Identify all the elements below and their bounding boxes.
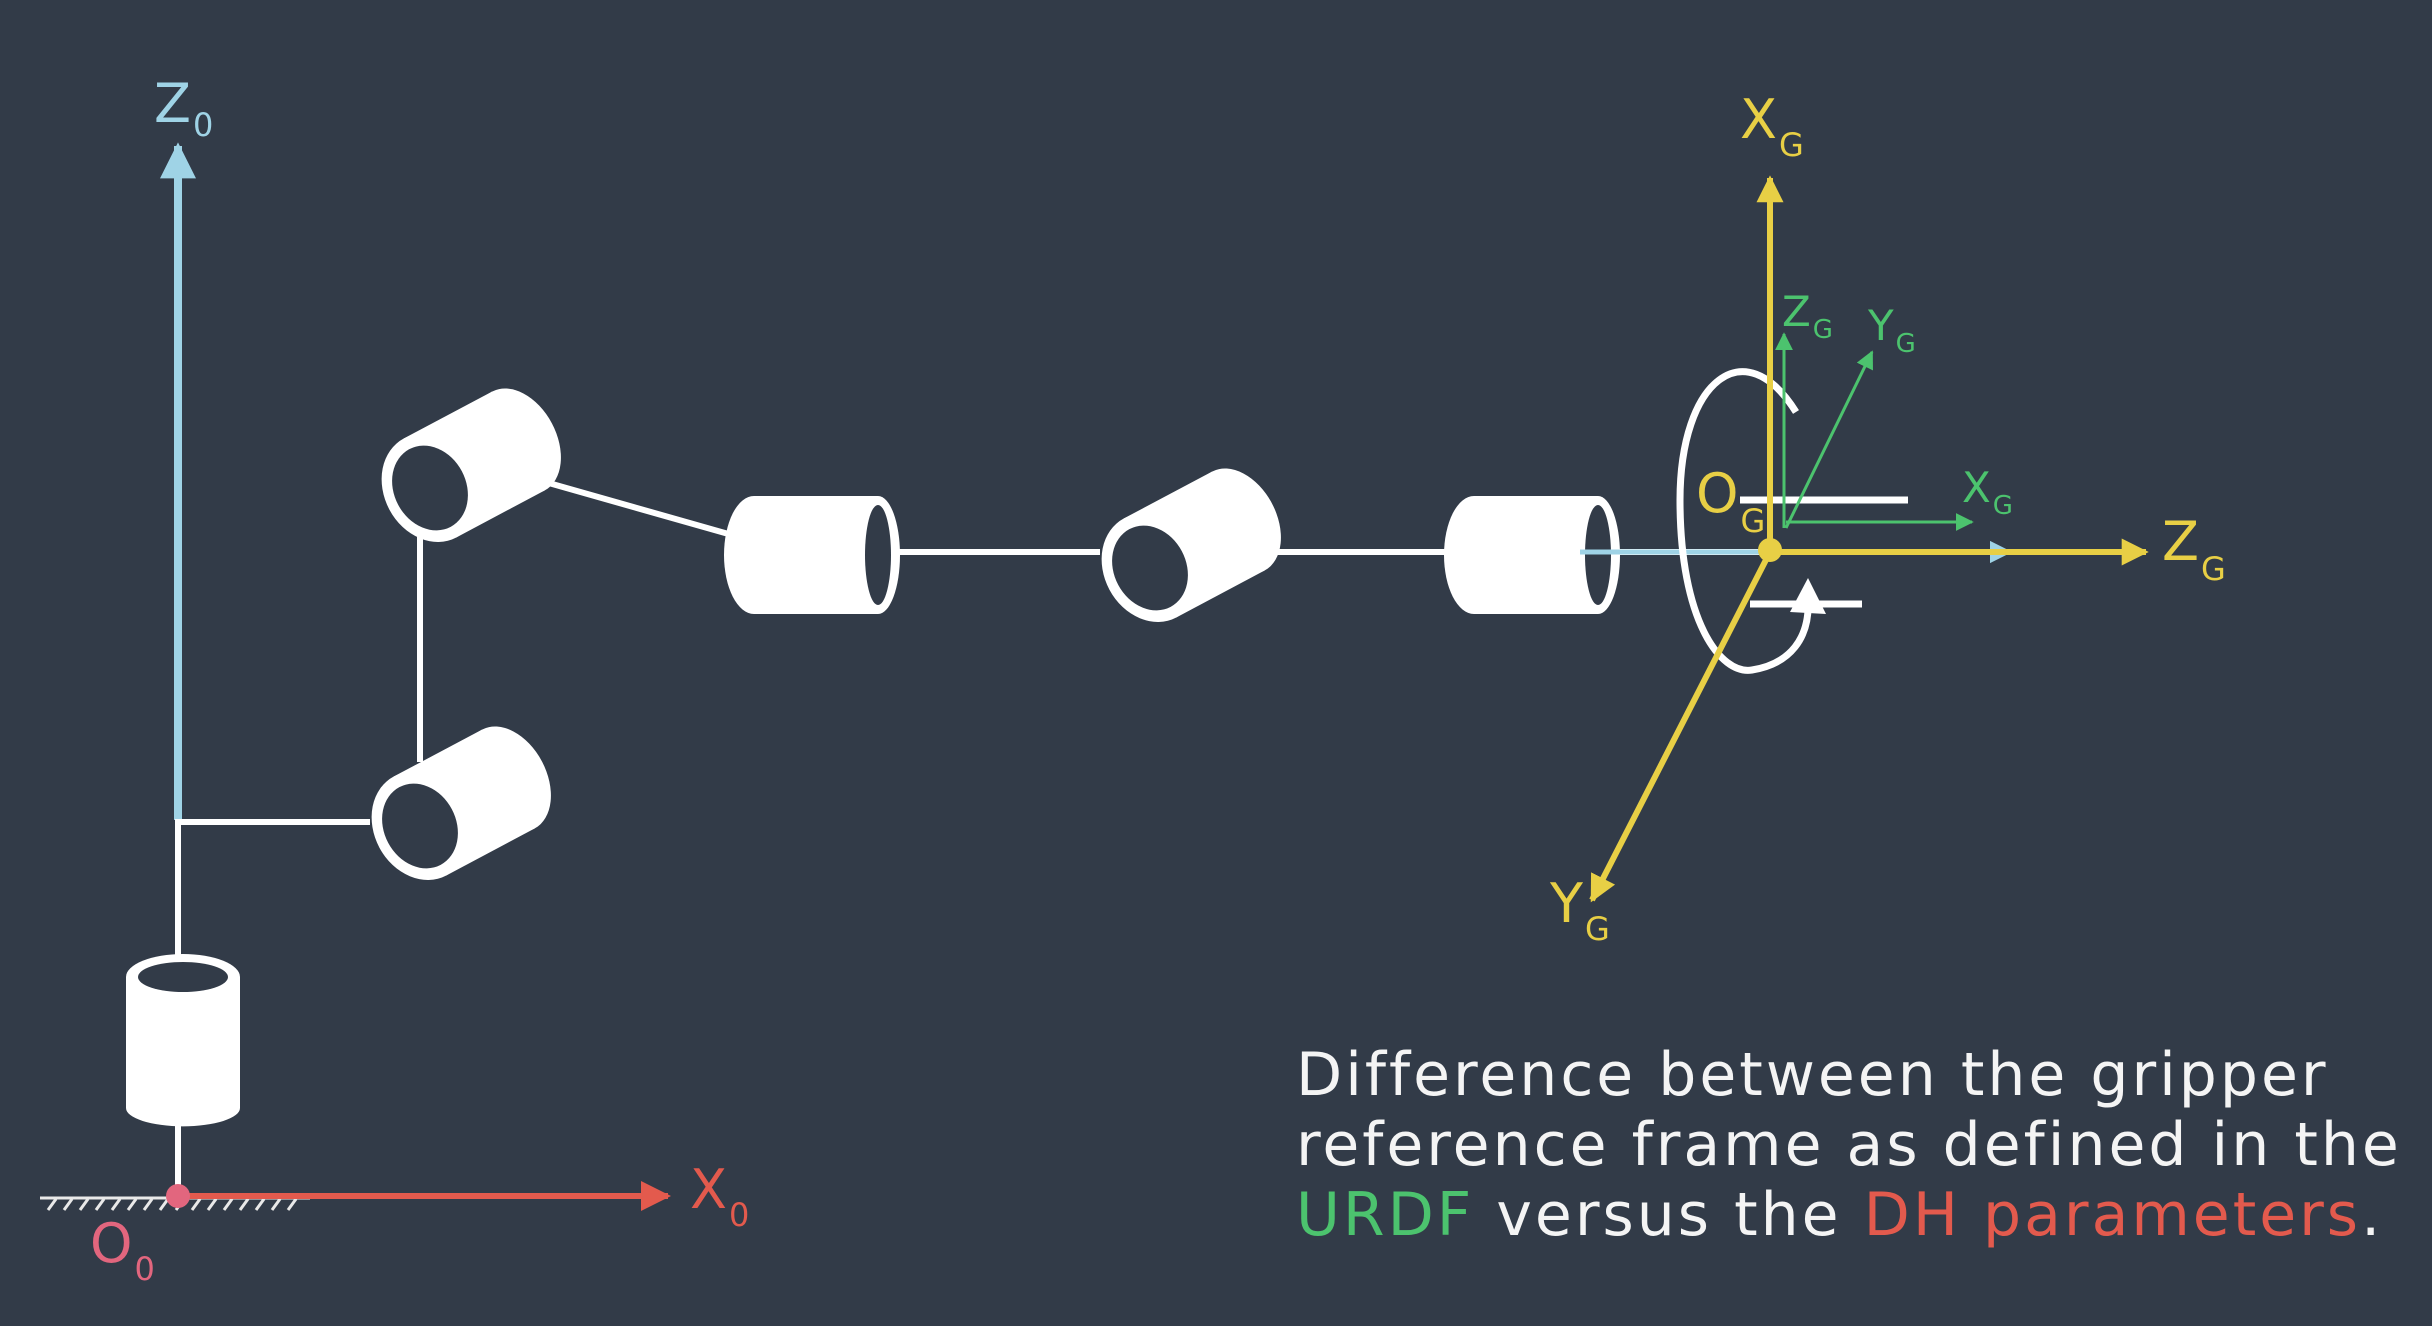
urdf-y-axis bbox=[1784, 350, 1874, 529]
robot-links bbox=[175, 469, 1762, 1192]
dh-frame bbox=[1589, 175, 2149, 903]
base-origin-dot bbox=[166, 1184, 190, 1208]
label-urdf-xg: XG bbox=[1962, 463, 2013, 521]
label-dh-xg: XG bbox=[1740, 88, 1804, 164]
joint-4 bbox=[724, 496, 900, 614]
label-dh-og: OG bbox=[1696, 462, 1765, 540]
label-urdf-yg: YG bbox=[1867, 301, 1916, 359]
label-x0: X0 bbox=[690, 1158, 749, 1234]
caption-line-3: URDF versus the DH parameters. bbox=[1296, 1180, 2416, 1250]
caption-dh: DH parameters bbox=[1863, 1180, 2362, 1250]
label-dh-zg: ZG bbox=[2162, 510, 2226, 588]
caption-line-2: reference frame as defined in the bbox=[1296, 1110, 2402, 1180]
caption-end: . bbox=[2361, 1180, 2384, 1250]
label-dh-yg: YG bbox=[1549, 872, 1610, 948]
joint-3 bbox=[381, 388, 561, 542]
joint-base bbox=[126, 954, 240, 1127]
caption-urdf: URDF bbox=[1296, 1180, 1475, 1250]
caption-mid: versus the bbox=[1474, 1180, 1864, 1250]
caption: Difference between the gripper reference… bbox=[1296, 1040, 2416, 1250]
joint-2 bbox=[371, 726, 551, 880]
label-o0: O0 bbox=[90, 1212, 155, 1288]
label-z0: Z0 bbox=[154, 72, 213, 144]
dh-origin-dot bbox=[1758, 538, 1782, 562]
dh-y-axis bbox=[1589, 550, 1773, 903]
caption-line-1: Difference between the gripper bbox=[1296, 1040, 2329, 1110]
urdf-frame bbox=[1775, 332, 1974, 531]
label-urdf-zg: ZG bbox=[1782, 287, 1833, 345]
joint-6 bbox=[1444, 496, 1620, 614]
joint-5 bbox=[1101, 468, 1281, 622]
